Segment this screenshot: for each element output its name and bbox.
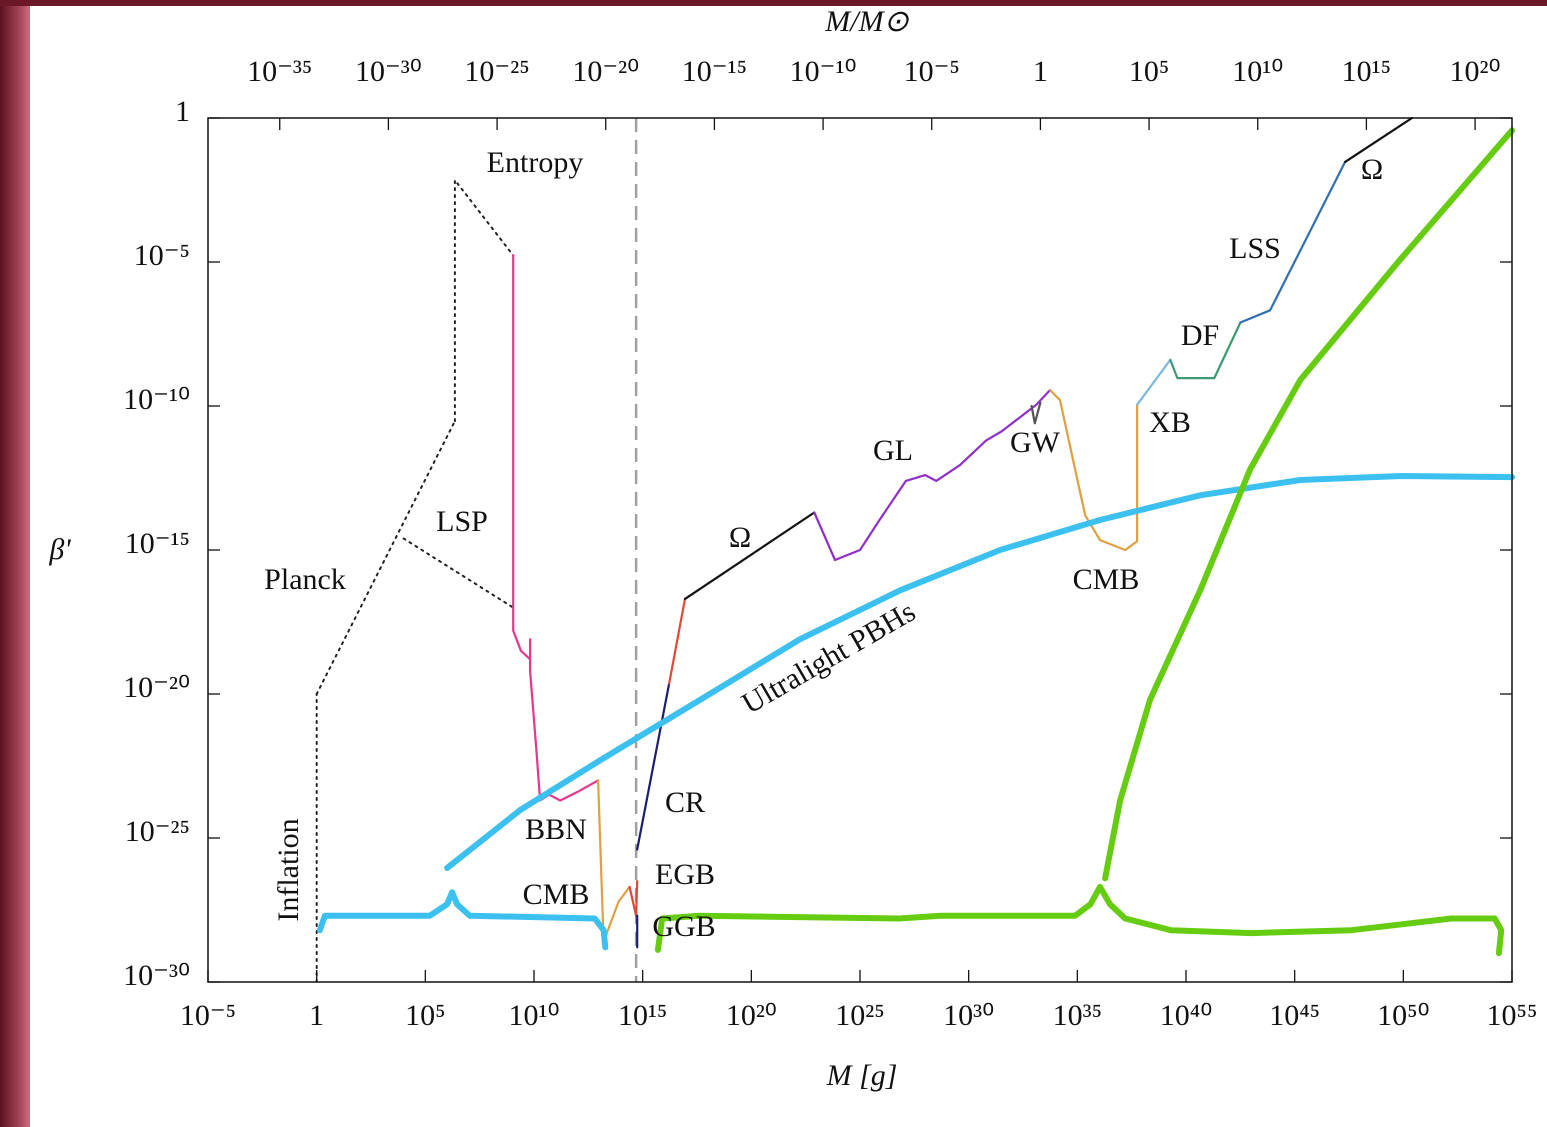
x2-tick-label: 10¹⁰ bbox=[1232, 55, 1283, 88]
x2-tick-label: 10⁻³⁵ bbox=[247, 55, 312, 88]
y-tick-label: 10⁻²⁰ bbox=[123, 671, 190, 704]
series-label: DF bbox=[1181, 319, 1219, 352]
series-label: GW bbox=[1010, 426, 1061, 459]
y-tick-label: 10⁻³⁰ bbox=[123, 959, 190, 992]
series-label: CMB bbox=[523, 878, 590, 911]
x2-tick-label: 10⁻³⁰ bbox=[355, 55, 422, 88]
y-tick-label: 10⁻²⁵ bbox=[125, 815, 190, 848]
x-tick-label: 10⁵ bbox=[405, 999, 445, 1032]
y-axis-label: β' bbox=[48, 533, 71, 566]
y-tick-label: 1 bbox=[175, 95, 190, 128]
series-label: BBN bbox=[525, 813, 587, 846]
series-label: Inflation bbox=[272, 818, 305, 921]
series-label: GL bbox=[873, 434, 913, 467]
series-label: XB bbox=[1149, 406, 1191, 439]
series-label: CMB bbox=[1073, 563, 1140, 596]
x2-tick-label: 10⁻⁵ bbox=[904, 55, 960, 88]
x-tick-label: 10¹⁵ bbox=[618, 999, 667, 1032]
series-label: LSP bbox=[436, 505, 488, 538]
x-tick-label: 10²⁰ bbox=[726, 999, 777, 1032]
x2-tick-label: 10⁻¹⁵ bbox=[682, 55, 747, 88]
chart: M [g] M/M⊙ β' 10⁻⁵ 1 10⁵ 10¹⁰ 10¹⁵ 10²⁰ 10²⁵ 10… bbox=[0, 0, 1547, 1127]
x2-tick-label: 10⁻¹⁰ bbox=[790, 55, 857, 88]
x-tick-label: 10³⁰ bbox=[943, 999, 994, 1032]
x-axis-label: M [g] bbox=[826, 1059, 898, 1092]
x2-axis-label: M/M⊙ bbox=[824, 5, 909, 38]
background-strip bbox=[0, 0, 30, 1127]
y-tick-label: 10⁻¹⁵ bbox=[125, 527, 190, 560]
background-top bbox=[0, 0, 1547, 6]
series-label: Ω bbox=[1361, 153, 1383, 186]
x2-tick-label: 1 bbox=[1033, 55, 1048, 88]
x2-tick-label: 10⁻²⁵ bbox=[464, 55, 529, 88]
series-label: CR bbox=[665, 786, 705, 819]
x2-tick-label: 10²⁰ bbox=[1450, 55, 1501, 88]
background bbox=[0, 0, 1547, 1127]
x-tick-label: 10⁵⁵ bbox=[1487, 999, 1538, 1032]
x-tick-label: 10³⁵ bbox=[1053, 999, 1102, 1032]
x-tick-label: 1 bbox=[309, 999, 324, 1032]
x-tick-label: 10²⁵ bbox=[835, 999, 884, 1032]
x-tick-label: 10⁵⁰ bbox=[1377, 999, 1430, 1032]
x2-tick-label: 10⁵ bbox=[1129, 55, 1169, 88]
x2-tick-label: 10¹⁵ bbox=[1342, 55, 1391, 88]
series-label: EGB bbox=[655, 858, 715, 891]
y-tick-label: 10⁻⁵ bbox=[134, 239, 190, 272]
x-tick-label: 10⁴⁵ bbox=[1269, 999, 1320, 1032]
series-label: Ω bbox=[729, 521, 751, 554]
series-label: Planck bbox=[264, 563, 346, 596]
x2-tick-label: 10⁻²⁰ bbox=[572, 55, 639, 88]
series-label: GGB bbox=[652, 910, 715, 943]
y-tick-label: 10⁻¹⁰ bbox=[123, 383, 190, 416]
x-tick-label: 10⁻⁵ bbox=[180, 999, 236, 1032]
x-tick-label: 10¹⁰ bbox=[508, 999, 559, 1032]
x-tick-label: 10⁴⁰ bbox=[1160, 999, 1213, 1032]
series-label: Entropy bbox=[487, 146, 584, 179]
series-label: LSS bbox=[1229, 232, 1281, 265]
